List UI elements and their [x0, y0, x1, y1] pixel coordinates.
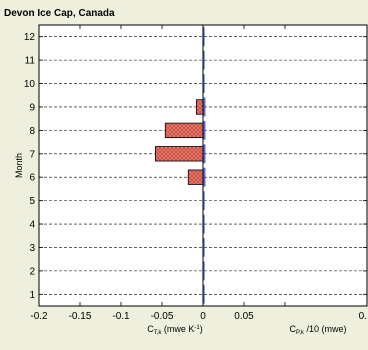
x-tick-label-1: -0.15: [69, 311, 92, 322]
y-tick-label-12: 12: [24, 32, 36, 43]
precip-mark-month-8: [203, 120, 206, 140]
y-tick-label-3: 3: [29, 243, 35, 254]
precip-mark-month-5: [203, 191, 205, 211]
precip-mark-month-6: [203, 167, 206, 187]
y-tick-label-4: 4: [29, 220, 35, 231]
precip-mark-month-10: [203, 74, 205, 93]
y-tick-label-9: 9: [29, 102, 35, 113]
x-axis-label-right: CP,k /10 (mwe): [290, 324, 347, 336]
y-tick-label-7: 7: [29, 149, 35, 160]
precip-mark-month-3: [203, 238, 205, 257]
precip-mark-month-11: [203, 50, 205, 70]
precip-mark-month-1: [203, 284, 205, 304]
bar-month-8: [164, 122, 204, 139]
y-tick-label-5: 5: [29, 196, 35, 207]
bar-month-7: [155, 146, 204, 162]
y-tick-label-6: 6: [29, 173, 35, 184]
x-axis-label-left: CT,k (mwe K-1): [147, 324, 203, 336]
bar-month-6: [187, 169, 204, 185]
y-tick-label-8: 8: [29, 126, 35, 137]
y-tick-label-1: 1: [29, 290, 35, 301]
x-tick-label-5: 0.05: [234, 311, 254, 322]
y-axis-label: Month: [14, 153, 24, 178]
y-tick-label-2: 2: [29, 266, 35, 277]
chart-title: Devon Ice Cap, Canada: [4, 8, 115, 19]
precip-mark-month-9: [203, 97, 206, 117]
precip-mark-month-7: [203, 144, 206, 164]
y-tick-label-10: 10: [24, 79, 36, 90]
bar-month-9: [196, 99, 204, 115]
x-tick-label-3: -0.05: [151, 311, 174, 322]
precip-mark-month-2: [203, 261, 205, 281]
x-tick-label-0: -0.2: [30, 311, 48, 322]
precip-mark-month-12: [203, 27, 205, 47]
x-tick-label-4: 0: [200, 311, 206, 322]
y-tick-label-11: 11: [25, 56, 36, 67]
x-tick-label-6: 0.: [359, 311, 367, 322]
precip-mark-month-4: [203, 214, 205, 234]
x-tick-label-2: -0.1: [112, 311, 130, 322]
